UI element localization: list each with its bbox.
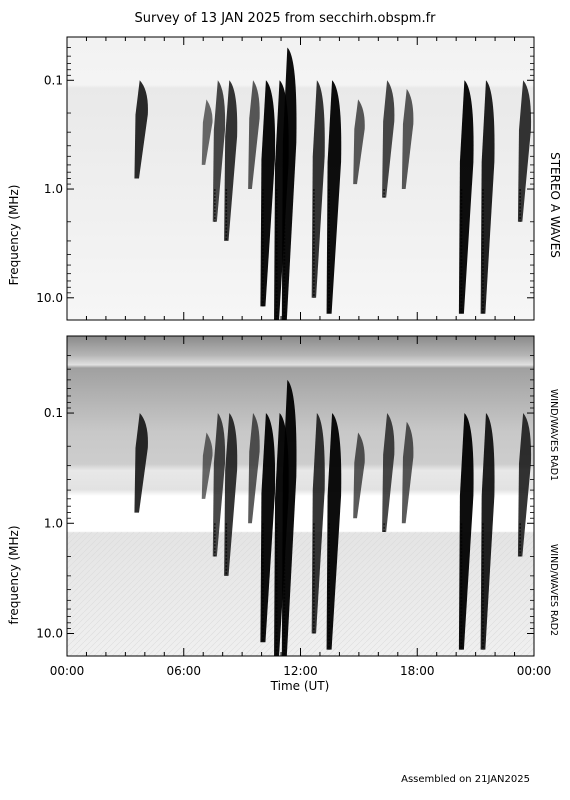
- wind-burst: [480, 413, 495, 650]
- stereo-burst: [224, 80, 238, 241]
- wind-ytick-label: 0.1: [44, 406, 63, 420]
- wind-ytick-label: 1.0: [44, 516, 63, 530]
- stereo-burst-layer: [134, 47, 532, 321]
- wind-burst: [260, 413, 276, 643]
- x-axis: 00:00 06:00 12:00 18:00 00:00: [50, 664, 552, 678]
- wind-burst: [134, 413, 148, 513]
- wind-burst: [382, 413, 395, 533]
- wind-burst: [311, 413, 325, 634]
- stereo-burst: [212, 80, 226, 222]
- stereo-ytick-label: 1.0: [44, 182, 63, 196]
- chart-title: Survey of 13 JAN 2025 from secchirh.obsp…: [135, 11, 437, 26]
- stereo-burst: [248, 80, 260, 190]
- wind-burst: [201, 432, 213, 499]
- wind-burst-layer: [134, 379, 532, 656]
- stereo-burst: [134, 80, 148, 179]
- stereo-burst: [480, 80, 495, 314]
- stereo-burst: [281, 47, 297, 321]
- stereo-burst: [517, 80, 532, 222]
- wind-panel: 0.1 1.0 10.0 frequency (MHz) WIND/WAVES RA…: [7, 335, 559, 657]
- stereo-ytick-label: 0.1: [44, 73, 63, 87]
- wind-burst: [326, 413, 342, 650]
- stereo-burst: [201, 99, 213, 165]
- wind-burst: [212, 413, 226, 557]
- wind-burst: [281, 379, 297, 656]
- stereo-burst: [260, 80, 276, 307]
- stereo-burst: [401, 88, 414, 190]
- stereo-panel: 0.1 1.0 10.0 Frequency (MHz) STEREO A WAVE…: [7, 36, 562, 321]
- wind-burst: [353, 432, 365, 519]
- xtick-label: 12:00: [283, 664, 318, 678]
- wind-burst: [401, 421, 414, 524]
- stereo-burst: [311, 80, 325, 298]
- xtick-label: 00:00: [50, 664, 85, 678]
- xtick-label: 06:00: [166, 664, 201, 678]
- wind-burst: [248, 413, 260, 524]
- stereo-burst: [458, 80, 474, 314]
- wind-rad2-texture: [67, 532, 534, 656]
- stereo-y-axis: 0.1 1.0 10.0: [36, 37, 535, 320]
- xtick-label: 18:00: [400, 664, 435, 678]
- stereo-spectrogram-background: [67, 37, 534, 320]
- xtick-label: 00:00: [517, 664, 552, 678]
- wind-burst: [458, 413, 474, 650]
- wind-rad2-label: WIND/WAVES RAD2: [548, 544, 559, 636]
- wind-ytick-label: 10.0: [36, 627, 63, 641]
- stereo-ytick-label: 10.0: [36, 291, 63, 305]
- wind-burst: [224, 413, 238, 576]
- stereo-y-axis-label: Frequency (MHz): [7, 185, 21, 286]
- stereo-instrument-label: STEREO A WAVES: [548, 152, 562, 258]
- stereo-burst: [382, 80, 395, 198]
- wind-rad1-label: WIND/WAVES RAD1: [548, 389, 559, 481]
- stereo-burst: [326, 80, 342, 314]
- stereo-burst: [353, 99, 365, 185]
- wind-y-axis-label: frequency (MHz): [7, 525, 21, 624]
- x-axis-label: Time (UT): [270, 679, 330, 693]
- wind-burst: [517, 413, 532, 557]
- wind-y-axis: 0.1 1.0 10.0: [36, 336, 535, 656]
- footer-assembled: Assembled on 21JAN2025: [401, 774, 530, 785]
